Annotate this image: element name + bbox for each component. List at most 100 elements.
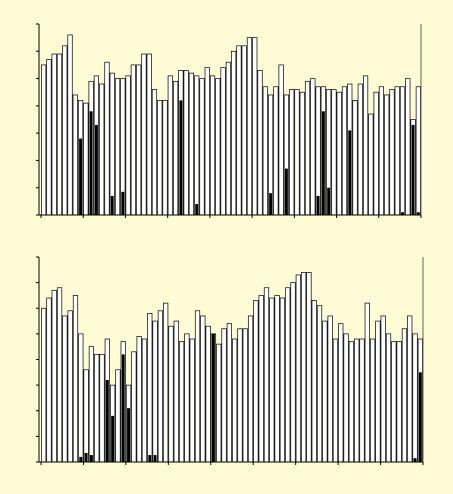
bar — [401, 328, 408, 463]
bar — [46, 297, 52, 463]
bar — [46, 59, 52, 216]
bar — [83, 102, 89, 216]
bar — [232, 338, 238, 463]
bar — [110, 195, 114, 215]
bar — [331, 89, 337, 216]
bar — [258, 295, 264, 463]
bar — [51, 289, 57, 463]
bar — [327, 315, 333, 463]
bar — [130, 64, 136, 216]
bar — [152, 320, 158, 463]
bar — [178, 341, 185, 463]
bar — [236, 45, 242, 216]
bar — [114, 78, 121, 216]
bar — [221, 328, 227, 463]
bar — [241, 45, 247, 216]
bar — [151, 89, 158, 216]
bar — [184, 333, 190, 463]
bar — [147, 313, 153, 463]
bar — [231, 50, 237, 216]
bar — [127, 408, 131, 462]
bar — [411, 124, 415, 215]
bar — [109, 72, 115, 216]
bar — [173, 320, 179, 463]
bar — [273, 86, 279, 216]
bar — [194, 310, 201, 463]
bar — [263, 287, 270, 463]
bar — [105, 380, 109, 462]
bar — [226, 323, 232, 463]
bar — [321, 111, 325, 215]
bar — [121, 191, 125, 215]
bar — [391, 341, 397, 463]
bar — [385, 333, 392, 463]
bar — [399, 86, 406, 216]
bar — [327, 187, 331, 215]
bar — [412, 333, 418, 463]
bar — [194, 75, 200, 216]
bar — [304, 80, 311, 216]
bar — [375, 320, 381, 463]
bar — [274, 295, 280, 463]
bar — [299, 91, 305, 216]
bar — [200, 315, 206, 463]
bar — [104, 61, 110, 216]
bar — [289, 89, 295, 216]
bar — [56, 287, 63, 463]
bar — [322, 320, 328, 463]
bar — [167, 75, 173, 216]
bar — [332, 338, 339, 463]
bar — [121, 354, 125, 462]
bar — [315, 86, 321, 216]
bar — [295, 274, 301, 463]
bar — [41, 307, 47, 463]
bar — [141, 53, 147, 216]
bar — [384, 94, 390, 216]
bar — [72, 94, 78, 216]
bar — [278, 64, 284, 216]
bar — [163, 302, 169, 463]
bar — [306, 272, 312, 463]
bar — [316, 195, 320, 215]
bar — [373, 91, 379, 216]
bar — [136, 64, 142, 216]
bar — [216, 343, 222, 463]
bar — [396, 341, 402, 463]
bar — [279, 297, 286, 463]
bar — [262, 86, 268, 216]
bar — [405, 78, 411, 216]
bar — [157, 100, 163, 216]
bar — [195, 204, 199, 215]
bar — [94, 354, 100, 463]
bar — [72, 295, 79, 463]
bar — [89, 455, 93, 462]
bar — [131, 351, 137, 463]
bar — [56, 53, 63, 216]
bar — [125, 75, 131, 216]
bar — [79, 456, 83, 462]
bar — [369, 338, 376, 463]
bar — [209, 75, 216, 216]
bar — [220, 67, 226, 216]
bar — [141, 338, 148, 463]
bar — [111, 415, 115, 462]
bar — [188, 72, 195, 216]
bar — [348, 341, 354, 463]
bar — [368, 113, 374, 216]
bar — [189, 338, 195, 463]
bar — [199, 78, 205, 216]
bar — [83, 369, 89, 463]
bar — [89, 111, 93, 215]
bar — [168, 325, 174, 463]
bar — [290, 282, 296, 463]
bar — [153, 455, 157, 462]
bar — [407, 315, 413, 463]
bar — [84, 453, 88, 462]
bar — [394, 86, 400, 216]
bar — [380, 315, 386, 463]
bar — [284, 168, 288, 215]
bar — [67, 310, 73, 463]
bar — [338, 323, 344, 463]
bar — [343, 333, 349, 463]
